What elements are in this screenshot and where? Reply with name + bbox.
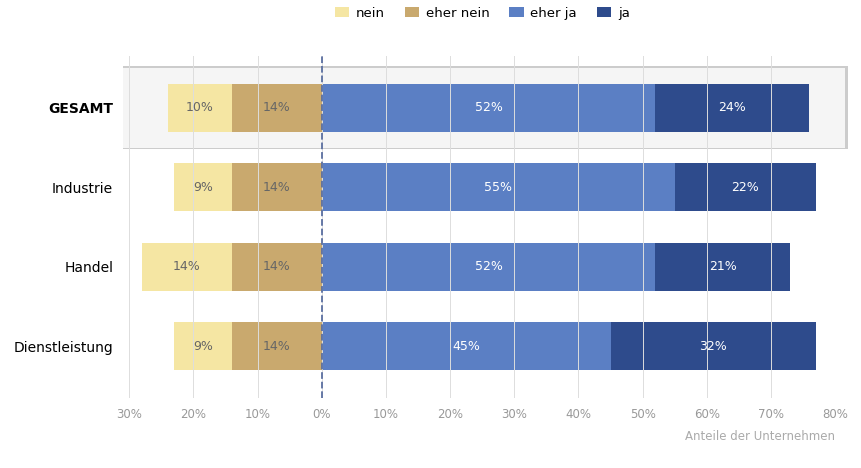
FancyBboxPatch shape xyxy=(123,68,845,147)
Bar xyxy=(142,243,232,291)
Bar xyxy=(610,322,816,370)
Text: 14%: 14% xyxy=(173,260,201,273)
Text: 10%: 10% xyxy=(186,101,214,114)
Bar xyxy=(232,322,322,370)
Bar xyxy=(174,163,232,211)
Bar xyxy=(322,163,675,211)
Text: 32%: 32% xyxy=(699,340,727,353)
Bar xyxy=(232,84,322,132)
Bar xyxy=(322,243,655,291)
Text: Anteile der Unternehmen: Anteile der Unternehmen xyxy=(685,430,835,443)
Text: 22%: 22% xyxy=(732,181,759,194)
Text: 55%: 55% xyxy=(484,181,512,194)
Text: 9%: 9% xyxy=(193,340,213,353)
Text: 24%: 24% xyxy=(719,101,746,114)
Legend: nein, eher nein, eher ja, ja: nein, eher nein, eher ja, ja xyxy=(330,1,635,25)
Text: 52%: 52% xyxy=(474,260,503,273)
Text: 45%: 45% xyxy=(452,340,480,353)
Bar xyxy=(232,163,322,211)
Bar xyxy=(655,84,809,132)
Bar xyxy=(675,163,816,211)
Bar xyxy=(322,322,610,370)
Text: 9%: 9% xyxy=(193,181,213,194)
Text: 14%: 14% xyxy=(263,260,291,273)
Bar xyxy=(655,243,790,291)
Text: 14%: 14% xyxy=(263,181,291,194)
Text: 14%: 14% xyxy=(263,340,291,353)
Bar xyxy=(232,243,322,291)
Bar xyxy=(168,84,232,132)
Bar xyxy=(322,84,655,132)
FancyBboxPatch shape xyxy=(123,66,848,149)
Bar xyxy=(174,322,232,370)
Text: 21%: 21% xyxy=(709,260,737,273)
Text: 14%: 14% xyxy=(263,101,291,114)
Text: 52%: 52% xyxy=(474,101,503,114)
